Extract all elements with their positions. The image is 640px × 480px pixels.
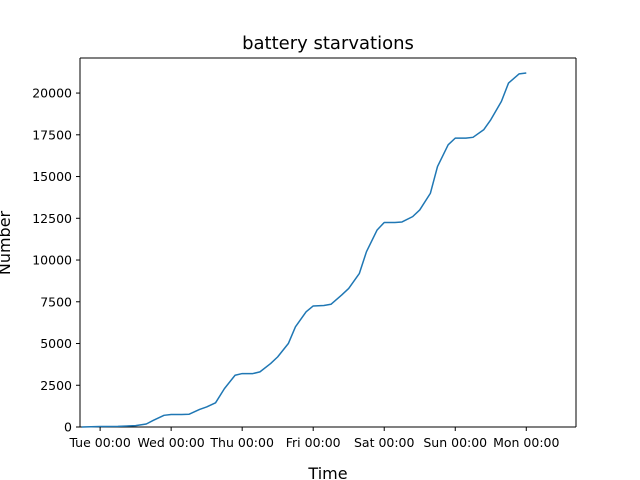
y-axis-label: Number xyxy=(0,210,14,275)
plot-background xyxy=(80,58,576,427)
x-axis-label: Time xyxy=(307,464,347,480)
x-tick-label-4: Sat 00:00 xyxy=(354,435,415,450)
y-tick-label-7: 17500 xyxy=(32,127,72,142)
x-tick-label-0: Tue 00:00 xyxy=(68,435,130,450)
y-tick-label-6: 15000 xyxy=(32,169,72,184)
x-tick-label-5: Sun 00:00 xyxy=(423,435,487,450)
chart-title: battery starvations xyxy=(242,33,414,54)
y-tick-label-2: 5000 xyxy=(40,336,72,351)
series-line-0 xyxy=(81,72,527,428)
y-axis-ticks: 0 2500 5000 7500 10000 12500 15000 17500 20000 xyxy=(32,86,80,435)
plot-area xyxy=(79,57,577,428)
y-tick-label-0: 0 xyxy=(64,420,72,435)
x-tick-label-2: Thu 00:00 xyxy=(209,435,274,450)
x-axis-ticks: Tue 00:00 Wed 00:00 Thu 00:00 Fri 00:00 Sat … xyxy=(68,427,560,450)
x-tick-label-1: Wed 00:00 xyxy=(138,435,205,450)
y-tick-label-3: 7500 xyxy=(40,294,72,309)
x-tick-label-6: Mon 00:00 xyxy=(493,435,559,450)
y-tick-label-5: 12500 xyxy=(32,211,72,226)
x-tick-label-3: Fri 00:00 xyxy=(286,435,341,450)
series-layer xyxy=(81,72,527,428)
y-tick-label-8: 20000 xyxy=(32,86,72,101)
y-tick-label-1: 2500 xyxy=(40,378,72,393)
y-tick-label-4: 10000 xyxy=(32,253,72,268)
